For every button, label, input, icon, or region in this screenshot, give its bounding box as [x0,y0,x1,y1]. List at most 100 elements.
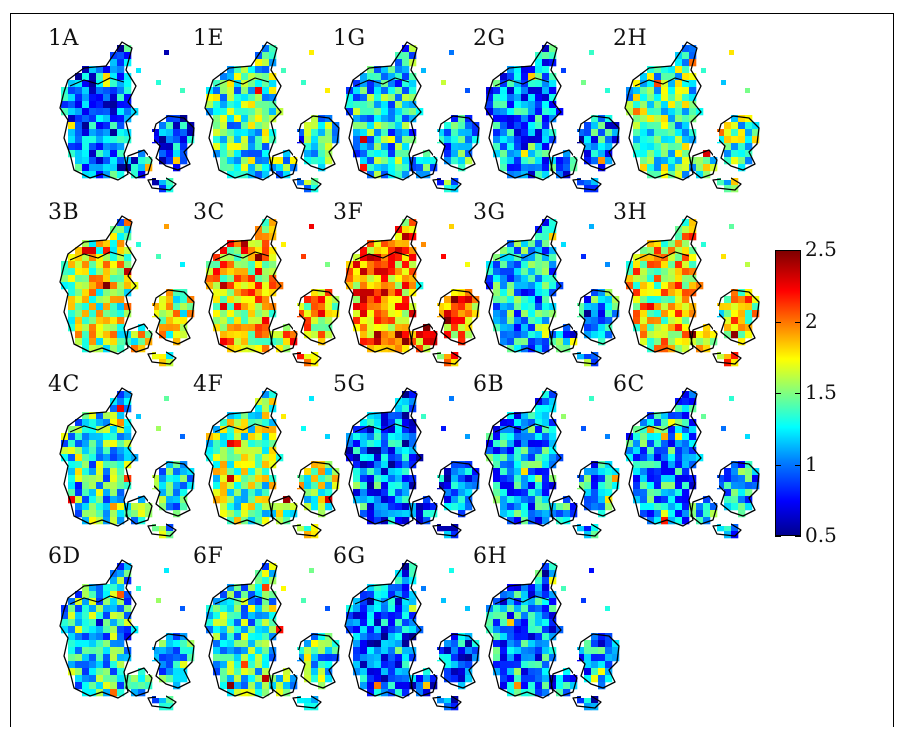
grid-cell [255,619,263,627]
grid-cell [682,282,690,290]
grid-cell [458,482,466,490]
grid-cell [68,475,76,483]
grid-cell [180,136,188,144]
grid-cell [381,468,389,476]
grid-cell [507,247,515,255]
grid-cell [626,268,634,276]
grid-cell [255,275,263,283]
grid-cell [68,282,76,290]
grid-cell [500,122,508,130]
grid-cell [353,275,361,283]
grid-cell [710,338,718,346]
grid-cell [124,398,132,406]
grid-cell [598,164,606,172]
grid-cell [409,598,417,606]
grid-cell [241,433,249,441]
grid-cell [682,426,690,434]
grid-cell [269,261,277,269]
grid-cell [227,73,235,81]
grid-cell [542,80,550,88]
grid-cell [103,282,111,290]
grid-cell [654,254,662,262]
grid-cell [159,352,167,360]
grid-cell [318,157,326,165]
grid-cell [262,454,270,462]
strait-gap [573,150,581,156]
grid-cell [409,338,417,346]
grid-cell [262,419,270,427]
grid-cell [528,338,536,346]
grid-cell [640,73,648,81]
grid-cell [402,398,410,406]
grid-cell [430,675,438,683]
grid-cell [234,268,242,276]
grid-cell [103,66,111,74]
grid-cell [173,136,181,144]
grid-cell [353,268,361,276]
grid-cell [325,331,333,339]
grid-cell [451,122,459,130]
grid-cell [360,115,368,123]
coastline [624,41,702,181]
grid-cell [82,136,90,144]
panel-label: 6H [473,544,508,569]
grid-cell [507,626,515,634]
grid-cell [388,591,396,599]
grid-cell [612,482,620,490]
grid-cell [528,73,536,81]
grid-cell [584,496,592,504]
grid-cell [388,87,396,95]
grid-cell [381,605,389,613]
grid-cell [549,510,557,518]
grid-cell [388,475,396,483]
grid-cell [521,440,529,448]
grid-cell [367,331,375,339]
grid-cell [367,143,375,151]
grid-cell [388,296,396,304]
grid-cell [388,310,396,318]
grid-cell [367,640,375,648]
grid-cell [269,440,277,448]
strait-gap [713,496,721,502]
grid-cell [290,510,298,518]
grid-cell [591,150,599,158]
grid-cell [206,440,214,448]
grid-cell [577,647,585,655]
grid-cell [318,115,326,123]
grid-cell [752,482,760,490]
grid-cell [528,254,536,262]
grid-cell [96,150,104,158]
grid-cell [227,689,235,697]
grid-cell [360,94,368,102]
grid-cell [241,626,249,634]
grid-cell [117,226,125,234]
grid-cell [633,324,641,332]
grid-cell [206,619,214,627]
grid-cell [213,654,221,662]
grid-cell [647,338,655,346]
grid-cell [528,108,536,116]
grid-cell [276,164,284,172]
grid-cell [661,331,669,339]
grid-cell [388,317,396,325]
grid-cell [745,122,753,130]
grid-cell [304,136,312,144]
grid-cell [472,303,480,311]
grid-cell [584,661,592,669]
grid-cell [75,289,83,297]
coastline [410,667,438,697]
grid-cell [318,503,326,511]
grid-cell [234,331,242,339]
grid-cell [689,45,697,53]
grid-cell [234,317,242,325]
grid-cell [248,419,256,427]
grid-cell [152,310,160,318]
grid-cell [304,157,312,165]
grid-cell [493,150,501,158]
grid-cell [145,157,153,165]
grid-cell [220,157,228,165]
grid-cell [117,94,125,102]
grid-cell [675,345,683,353]
island-cell [325,434,330,439]
grid-cell [82,108,90,116]
